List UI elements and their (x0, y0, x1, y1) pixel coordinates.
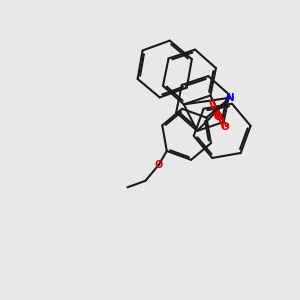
Text: O: O (213, 112, 222, 122)
Text: O: O (220, 122, 229, 132)
Text: O: O (154, 160, 163, 170)
Text: N: N (226, 93, 235, 103)
